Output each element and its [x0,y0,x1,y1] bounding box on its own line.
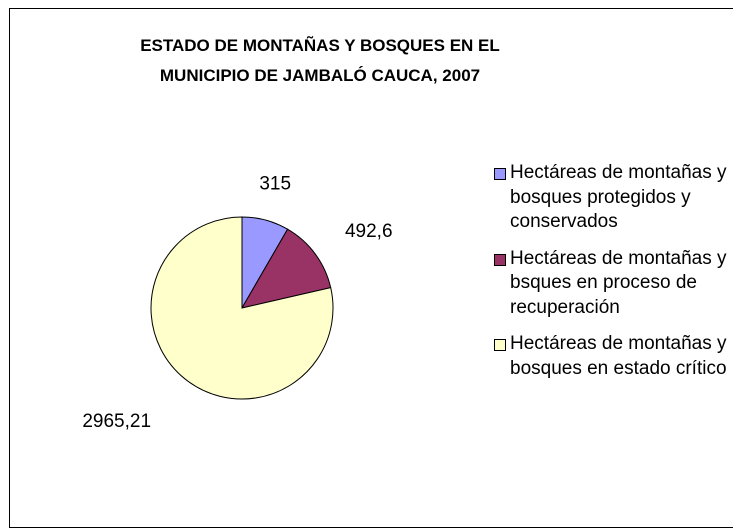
pie-slice [150,216,334,400]
data-label: 492,6 [345,221,393,242]
legend-label: Hectáreas de montañas y bsques en proces… [510,247,727,318]
legend-entry: Hectáreas de montañas y bsques en proces… [494,247,733,321]
chart: 315 492,6 2965,21 [82,173,393,432]
legend-swatch [494,253,506,266]
legend-swatch [494,168,506,180]
legend: Hectáreas de montañas y bosques protegid… [494,161,733,393]
page: ESTADO DE MONTAÑAS Y BOSQUES EN EL MUNIC… [9,8,733,528]
pie-slice [240,228,332,309]
data-label: 315 [259,173,291,194]
legend-label: Hectáreas de montañas y bosques protegid… [510,162,727,232]
legend-entry: Hectáreas de montañas y bosques protegid… [494,161,733,235]
legend-label: Hectáreas de montañas y bosques en estad… [510,333,727,379]
data-label: 2965,21 [82,411,151,432]
chart-title: ESTADO DE MONTAÑAS Y BOSQUES EN EL MUNIC… [140,36,500,85]
legend-swatch [494,339,506,351]
legend-entry: Hectáreas de montañas y bosques en estad… [494,332,733,381]
